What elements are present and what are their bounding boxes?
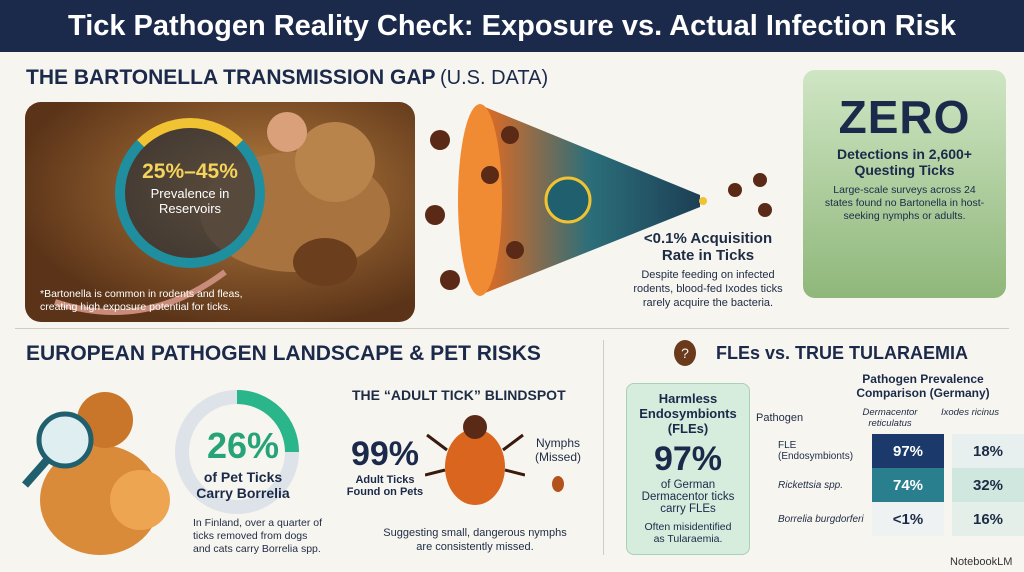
acquisition-rate: <0.1% Acquisition Rate in Ticks bbox=[643, 230, 773, 264]
zero-panel bbox=[803, 70, 1006, 298]
pet-gauge bbox=[175, 390, 299, 514]
cell-dermacentor: 97% bbox=[872, 434, 944, 468]
cell-ixodes: 16% bbox=[952, 502, 1024, 536]
rodent-tail bbox=[54, 269, 227, 315]
zero-value: ZERO bbox=[838, 91, 971, 143]
adult-group: 99% Adult Ticks Found on Pets bbox=[345, 435, 425, 498]
funnel-outlet bbox=[699, 197, 707, 205]
section-divider bbox=[15, 328, 1009, 329]
acquisition-note: Despite feeding on infected rodents, blo… bbox=[633, 269, 783, 309]
zero-group: ZERO Detections in 2,600+ Questing Ticks… bbox=[803, 90, 1006, 223]
svg-text:?: ? bbox=[681, 345, 689, 361]
adult-tick bbox=[445, 429, 505, 505]
cat bbox=[110, 470, 170, 530]
prevalence-value: 25%–45% bbox=[142, 160, 238, 183]
fle-percent: 97% bbox=[653, 440, 723, 478]
zero-label: Detections in 2,600+ Questing Ticks bbox=[836, 146, 972, 178]
funnel-illustration bbox=[425, 104, 772, 296]
magnifier bbox=[36, 411, 94, 469]
prevalence-ring bbox=[115, 118, 265, 268]
tick-head bbox=[463, 415, 487, 439]
blindspot-note: Suggesting small, dangerous nymphs are c… bbox=[383, 527, 567, 553]
fle-group: Harmless Endosymbionts (FLEs) 97% of Ger… bbox=[626, 391, 750, 545]
prevalence-label: Prevalence in Reservoirs bbox=[150, 186, 230, 216]
pet-group: 26% of Pet Ticks Carry Borrelia bbox=[178, 425, 308, 501]
pet-percent: 26% bbox=[206, 425, 280, 466]
cell-dermacentor: <1% bbox=[872, 502, 944, 536]
column-header: Ixodes ricinus bbox=[940, 407, 1000, 418]
zero-note: Large-scale surveys across 24 states fou… bbox=[824, 184, 985, 222]
column-header: Pathogen bbox=[756, 412, 804, 424]
heading-text: THE BARTONELLA TRANSMISSION GAP bbox=[26, 66, 436, 89]
adult-percent: 99% bbox=[350, 435, 420, 473]
prevalence-group: 25%–45% Prevalence in Reservoirs bbox=[115, 160, 265, 216]
table-row: FLE (Endosymbionts) 97% 18% bbox=[756, 434, 1024, 468]
fle-box bbox=[626, 383, 750, 555]
tick-illustration bbox=[425, 415, 525, 505]
row-label: FLE (Endosymbionts) bbox=[778, 440, 854, 462]
column-header: Dermacentor reticulatus bbox=[862, 407, 918, 429]
magnifier-handle bbox=[21, 457, 51, 488]
section-heading: THE BARTONELLA TRANSMISSION GAP (U.S. DA… bbox=[26, 66, 548, 90]
column-divider bbox=[603, 340, 604, 555]
cell-ixodes: 32% bbox=[952, 468, 1024, 502]
pet-label: of Pet Ticks Carry Borrelia bbox=[196, 469, 290, 501]
fle-heading: FLEs vs. TRUE TULARAEMIA bbox=[716, 343, 969, 363]
ticks bbox=[425, 126, 772, 290]
nymphs-label: Nymphs (Missed) bbox=[534, 436, 581, 464]
tick-legs bbox=[425, 433, 525, 477]
brand: NotebookLM bbox=[950, 556, 1013, 568]
adult-label: Adult Ticks Found on Pets bbox=[346, 474, 424, 498]
fle-box-title: Harmless Endosymbionts (FLEs) bbox=[639, 391, 737, 436]
row-label: Borrelia burgdorferi bbox=[778, 513, 864, 525]
flea bbox=[293, 238, 357, 286]
bartonella-footnote: *Bartonella is common in rodents and fle… bbox=[40, 288, 243, 313]
rodent-head bbox=[295, 122, 375, 202]
rodent-ear bbox=[267, 112, 307, 152]
table-title: Pathogen Prevalence Comparison (Germany) bbox=[856, 372, 990, 400]
tick-icon: ? bbox=[674, 340, 696, 366]
cell-ixodes: 18% bbox=[952, 434, 1024, 468]
page-title: Tick Pathogen Reality Check: Exposure vs… bbox=[0, 0, 1024, 52]
table-row: Borrelia burgdorferi <1% 16% bbox=[756, 502, 1024, 536]
bacteria-circle bbox=[544, 176, 592, 224]
nymph-icon bbox=[552, 476, 564, 492]
row-label: Rickettsia spp. bbox=[778, 479, 844, 491]
cell-dermacentor: 74% bbox=[872, 468, 944, 502]
funnel-mouth bbox=[458, 104, 502, 296]
pet-illustration bbox=[21, 392, 170, 555]
europe-heading: EUROPEAN PATHOGEN LANDSCAPE & PET RISKS bbox=[26, 342, 541, 365]
pet-note: In Finland, over a quarter of ticks remo… bbox=[193, 517, 322, 555]
blindspot-title: THE “ADULT TICK” BLINDSPOT bbox=[352, 387, 566, 403]
prevalence-table: FLE (Endosymbionts) 97% 18% Rickettsia s… bbox=[756, 434, 1024, 536]
fle-box-note: Often misidentified as Tularaemia. bbox=[644, 521, 732, 545]
table-row: Rickettsia spp. 74% 32% bbox=[756, 468, 1024, 502]
gauge-arc bbox=[236, 390, 299, 453]
fle-box-label: of German Dermacentor ticks carry FLEs bbox=[641, 479, 735, 515]
heading-note: (U.S. DATA) bbox=[439, 67, 549, 89]
